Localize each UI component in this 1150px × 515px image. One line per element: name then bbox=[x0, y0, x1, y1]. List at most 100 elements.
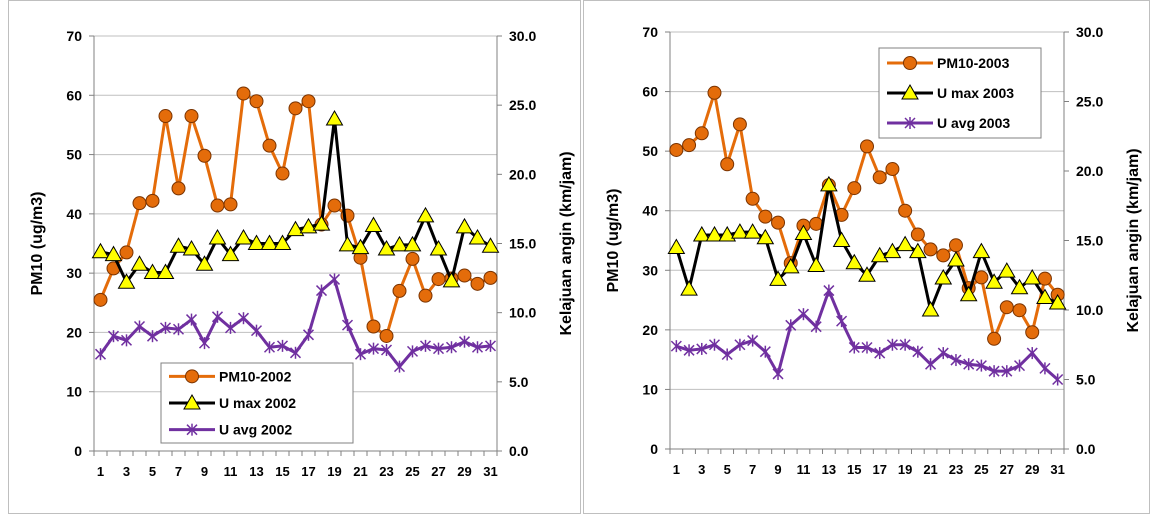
data-point bbox=[104, 245, 123, 262]
y-left-tick-label: 0 bbox=[650, 441, 658, 457]
data-point bbox=[130, 255, 149, 271]
x-tick-label: 13 bbox=[822, 462, 836, 477]
data-point bbox=[845, 253, 864, 270]
data-point bbox=[442, 271, 461, 288]
data-point bbox=[1048, 294, 1067, 310]
data-point bbox=[405, 251, 420, 266]
data-point bbox=[934, 269, 953, 285]
data-point bbox=[159, 321, 172, 334]
data-point bbox=[275, 166, 290, 181]
data-point bbox=[705, 225, 724, 242]
legend: PM10-2002 U max 2002 U avg 2002 bbox=[160, 362, 354, 444]
data-point bbox=[885, 162, 900, 177]
y-right-tick-label: 25.0 bbox=[509, 97, 536, 113]
data-point bbox=[94, 348, 107, 361]
y-left-tick-label: 60 bbox=[66, 87, 82, 103]
data-point bbox=[133, 320, 146, 333]
y-right-axis-title: Kelajuan angin (km/jam) bbox=[1125, 148, 1142, 332]
data-point bbox=[975, 359, 987, 372]
data-point bbox=[169, 237, 188, 253]
data-point bbox=[406, 345, 419, 358]
series-u-avg-2003 bbox=[670, 284, 1064, 386]
data-point bbox=[823, 284, 835, 297]
y-right-tick-label: 15.0 bbox=[1076, 233, 1103, 249]
data-point bbox=[91, 242, 110, 259]
data-point bbox=[429, 240, 448, 256]
data-point bbox=[923, 242, 938, 257]
x-tick-label: 9 bbox=[201, 464, 208, 479]
data-point bbox=[468, 228, 487, 245]
data-point bbox=[418, 288, 433, 303]
x-tick-label: 7 bbox=[749, 462, 756, 477]
data-point bbox=[696, 342, 708, 355]
data-point bbox=[1036, 288, 1054, 304]
data-point bbox=[734, 338, 746, 351]
data-point bbox=[483, 270, 498, 285]
x-tick-label: 21 bbox=[353, 464, 367, 479]
y-right-tick-label: 30.0 bbox=[509, 28, 536, 44]
data-point bbox=[947, 250, 965, 267]
y-left-tick-label: 70 bbox=[642, 24, 658, 40]
data-point bbox=[847, 181, 862, 196]
data-point bbox=[419, 339, 432, 352]
data-point bbox=[325, 109, 344, 126]
legend-marker bbox=[183, 393, 201, 410]
data-point bbox=[182, 240, 201, 256]
y-left-tick-label: 0 bbox=[74, 443, 82, 459]
y-left-tick-label: 20 bbox=[66, 324, 82, 340]
data-point bbox=[692, 225, 711, 242]
data-point bbox=[797, 308, 809, 321]
data-point bbox=[471, 341, 484, 354]
data-point bbox=[872, 170, 887, 185]
chart-panel-2002: 0 10 20 30 40 50 60 70 0.0 5.0 10.0 15.0 20.0 25.0 30.… bbox=[8, 0, 581, 514]
data-point bbox=[1013, 359, 1026, 372]
data-point bbox=[107, 330, 120, 343]
data-point bbox=[158, 109, 173, 124]
data-point bbox=[896, 235, 914, 252]
legend-marker bbox=[185, 369, 199, 384]
legend-label: U avg 2002 bbox=[219, 422, 292, 438]
x-tick-label: 13 bbox=[249, 464, 263, 479]
data-point bbox=[1010, 278, 1029, 295]
data-point bbox=[224, 321, 237, 334]
data-point bbox=[720, 157, 735, 172]
data-point bbox=[974, 270, 989, 285]
data-point bbox=[120, 334, 133, 347]
x-tick-label: 11 bbox=[224, 464, 238, 479]
data-point bbox=[302, 328, 315, 341]
data-point bbox=[999, 300, 1014, 315]
y-right-axis-title: Kelajuan angin (km/jam) bbox=[558, 151, 575, 335]
y-right-tick-label: 25.0 bbox=[1076, 94, 1103, 110]
x-tick-label: 15 bbox=[275, 464, 289, 479]
y-left-tick-label: 50 bbox=[66, 147, 82, 163]
x-tick-label: 31 bbox=[1050, 462, 1064, 477]
data-point bbox=[484, 339, 497, 352]
data-point bbox=[771, 215, 786, 230]
y-left-tick-label: 10 bbox=[642, 381, 658, 397]
data-point bbox=[785, 319, 797, 332]
data-point bbox=[950, 354, 962, 367]
data-point bbox=[912, 345, 924, 358]
data-point bbox=[747, 334, 759, 347]
x-tick-label: 31 bbox=[483, 464, 497, 479]
data-point bbox=[93, 292, 108, 307]
data-point bbox=[959, 285, 978, 302]
data-point bbox=[985, 273, 1003, 289]
data-point bbox=[886, 338, 898, 351]
data-point bbox=[146, 330, 159, 343]
series-pm10-2002 bbox=[93, 86, 498, 343]
y-left-tick-label: 60 bbox=[642, 84, 658, 100]
data-point bbox=[380, 344, 393, 357]
data-point bbox=[759, 345, 771, 358]
data-point bbox=[184, 109, 199, 124]
x-tick-label: 3 bbox=[698, 462, 705, 477]
data-point bbox=[925, 358, 937, 371]
data-point bbox=[315, 284, 328, 297]
data-point bbox=[432, 342, 445, 355]
data-point bbox=[732, 117, 747, 132]
data-point bbox=[288, 101, 303, 116]
data-point bbox=[393, 360, 406, 373]
data-point bbox=[858, 266, 876, 282]
data-point bbox=[390, 235, 409, 252]
y-left-tick-label: 30 bbox=[66, 265, 82, 281]
